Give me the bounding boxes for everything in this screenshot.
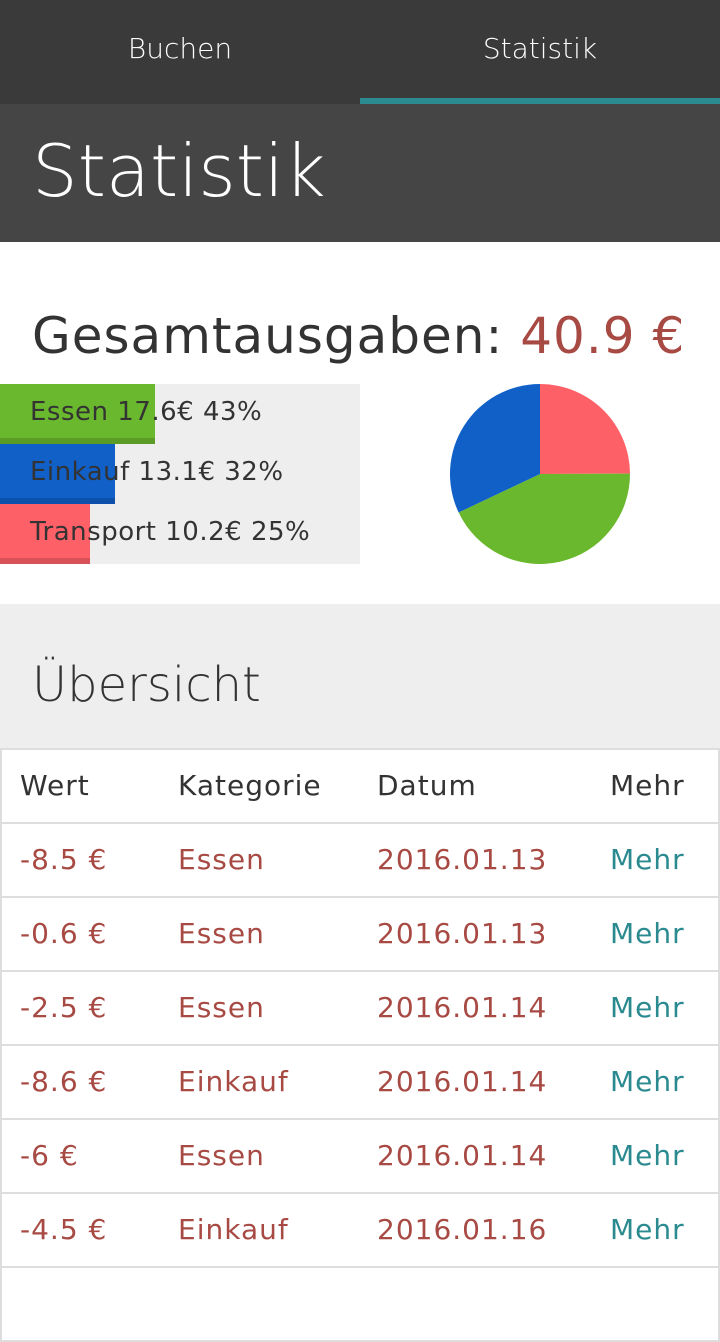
more-link[interactable]: Mehr	[610, 1139, 685, 1172]
pie-slice-einkauf	[450, 384, 540, 513]
more-link[interactable]: Mehr	[610, 917, 685, 950]
table-row: -8.6 € Einkauf 2016.01.14 Mehr	[2, 1046, 718, 1120]
row-date: 2016.01.14	[377, 1065, 548, 1098]
table-row: -8.5 € Essen 2016.01.13 Mehr	[2, 824, 718, 898]
more-link[interactable]: Mehr	[610, 843, 685, 876]
tab-statistik[interactable]: Statistik	[482, 31, 598, 65]
header-datum: Datum	[377, 769, 477, 802]
page-title: Statistik	[32, 129, 326, 213]
more-link[interactable]: Mehr	[610, 1213, 685, 1246]
row-category: Einkauf	[178, 1065, 289, 1098]
total-value: 40.9 €	[520, 307, 686, 365]
row-value: -4.5 €	[20, 1213, 108, 1246]
row-value: -6 €	[20, 1139, 79, 1172]
more-link[interactable]: Mehr	[610, 991, 685, 1024]
tab-bar: Buchen Statistik	[0, 0, 720, 104]
total-label: Gesamtausgaben:	[32, 307, 504, 365]
bar-fill-essen	[0, 384, 155, 444]
tab-buchen[interactable]: Buchen	[127, 31, 233, 65]
table-row: -2.5 € Essen 2016.01.14 Mehr	[2, 972, 718, 1046]
table-row-partial	[2, 1268, 718, 1342]
header-wert: Wert	[20, 769, 90, 802]
bar-label-transport: Transport 10.2€ 25%	[30, 517, 311, 547]
row-date: 2016.01.14	[377, 1139, 548, 1172]
pie-slice-transport	[540, 384, 630, 474]
row-category: Essen	[178, 843, 265, 876]
row-date: 2016.01.16	[377, 1213, 548, 1246]
category-bar-einkauf: Einkauf 13.1€ 32%	[0, 444, 360, 504]
bar-label-essen: Essen 17.6€ 43%	[30, 397, 263, 427]
row-value: -8.6 €	[20, 1065, 108, 1098]
category-pie-chart	[450, 384, 630, 564]
header-kategorie: Kategorie	[178, 769, 322, 802]
category-bars: Essen 17.6€ 43% Einkauf 13.1€ 32% Transp…	[0, 384, 360, 564]
pie-slice-essen	[458, 473, 630, 564]
table-row: -6 € Essen 2016.01.14 Mehr	[2, 1120, 718, 1194]
overview-title: Übersicht	[32, 657, 261, 713]
category-bar-essen: Essen 17.6€ 43%	[0, 384, 360, 444]
row-date: 2016.01.13	[377, 843, 548, 876]
header-mehr: Mehr	[610, 769, 685, 802]
table-header-row: Wert Kategorie Datum Mehr	[2, 750, 718, 824]
transactions-table: Wert Kategorie Datum Mehr -8.5 € Essen 2…	[0, 748, 720, 1342]
row-category: Essen	[178, 1139, 265, 1172]
table-row: -0.6 € Essen 2016.01.13 Mehr	[2, 898, 718, 972]
page-header	[0, 104, 720, 242]
category-bar-transport: Transport 10.2€ 25%	[0, 504, 360, 564]
total-expenses: Gesamtausgaben: 40.9 €	[32, 304, 685, 368]
table-row: -4.5 € Einkauf 2016.01.16 Mehr	[2, 1194, 718, 1268]
active-tab-indicator	[360, 98, 720, 104]
bar-fill-einkauf	[0, 444, 116, 504]
row-category: Essen	[178, 991, 265, 1024]
row-value: -2.5 €	[20, 991, 108, 1024]
row-value: -0.6 €	[20, 917, 108, 950]
row-category: Essen	[178, 917, 265, 950]
bar-label-einkauf: Einkauf 13.1€ 32%	[30, 457, 284, 487]
row-category: Einkauf	[178, 1213, 289, 1246]
bar-fill-transport	[0, 504, 90, 564]
row-date: 2016.01.14	[377, 991, 548, 1024]
more-link[interactable]: Mehr	[610, 1065, 685, 1098]
row-date: 2016.01.13	[377, 917, 548, 950]
row-value: -8.5 €	[20, 843, 108, 876]
